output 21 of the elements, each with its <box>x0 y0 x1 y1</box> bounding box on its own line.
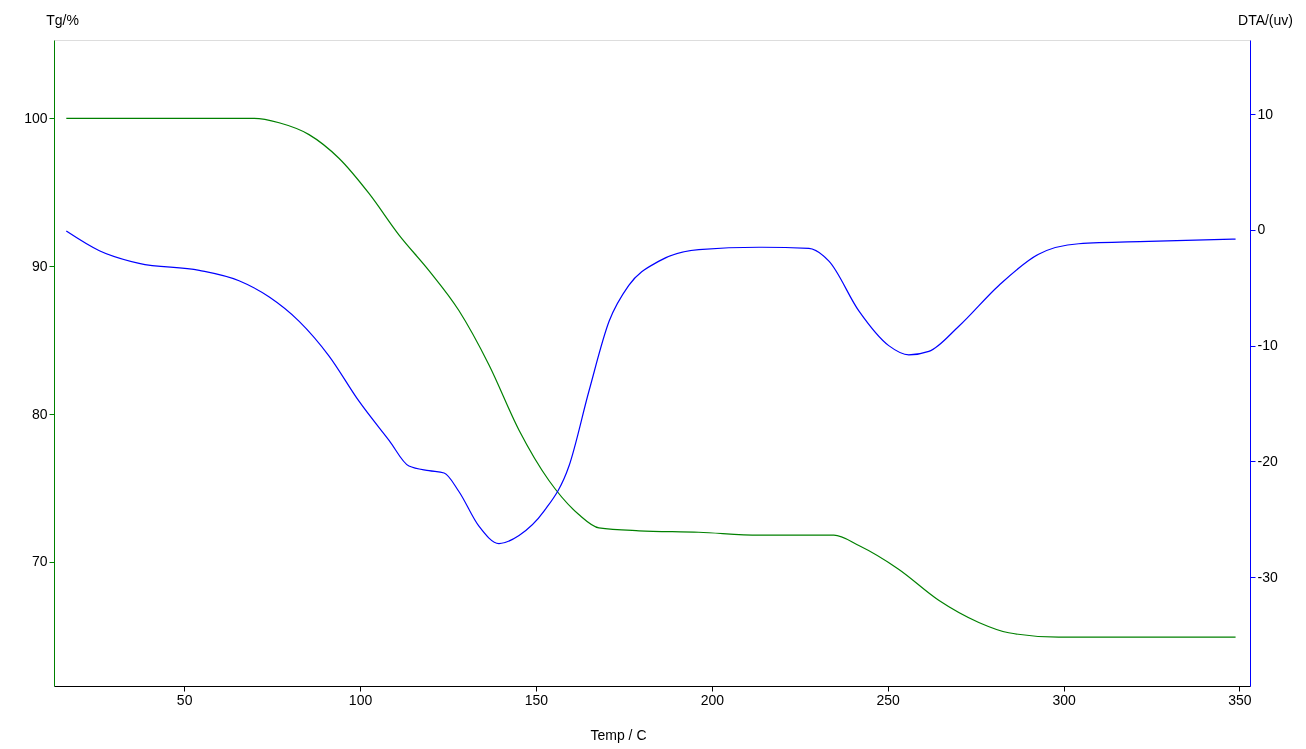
y-tick-label: 90 <box>31 257 48 274</box>
line-series <box>65 117 1237 638</box>
y-tick-label: 100 <box>24 109 48 126</box>
x-tick-label: 250 <box>876 691 901 708</box>
x-tick-label: 50 <box>176 691 193 708</box>
y2-tick-label: -20 <box>1257 452 1278 469</box>
x-tick-label: 150 <box>524 691 549 708</box>
line-series <box>65 230 1237 545</box>
y-axis-title: Tg/% <box>46 11 79 28</box>
x-tick-label: 200 <box>700 691 725 708</box>
y-tick-label: 70 <box>31 553 48 570</box>
y2-tick-label: -10 <box>1257 337 1278 354</box>
x-axis-title: Temp / C <box>590 726 647 743</box>
y2-tick-label: 0 <box>1257 221 1266 238</box>
y2-tick-label: 10 <box>1257 105 1274 122</box>
y2-tick-label: -30 <box>1257 568 1278 585</box>
y-tick-label: 80 <box>31 405 48 422</box>
y2-axis-title: DTA/(uv) <box>1238 11 1293 28</box>
x-tick-label: 300 <box>1052 691 1076 708</box>
x-tick-label: 350 <box>1228 691 1252 708</box>
x-tick-label: 100 <box>348 691 373 708</box>
